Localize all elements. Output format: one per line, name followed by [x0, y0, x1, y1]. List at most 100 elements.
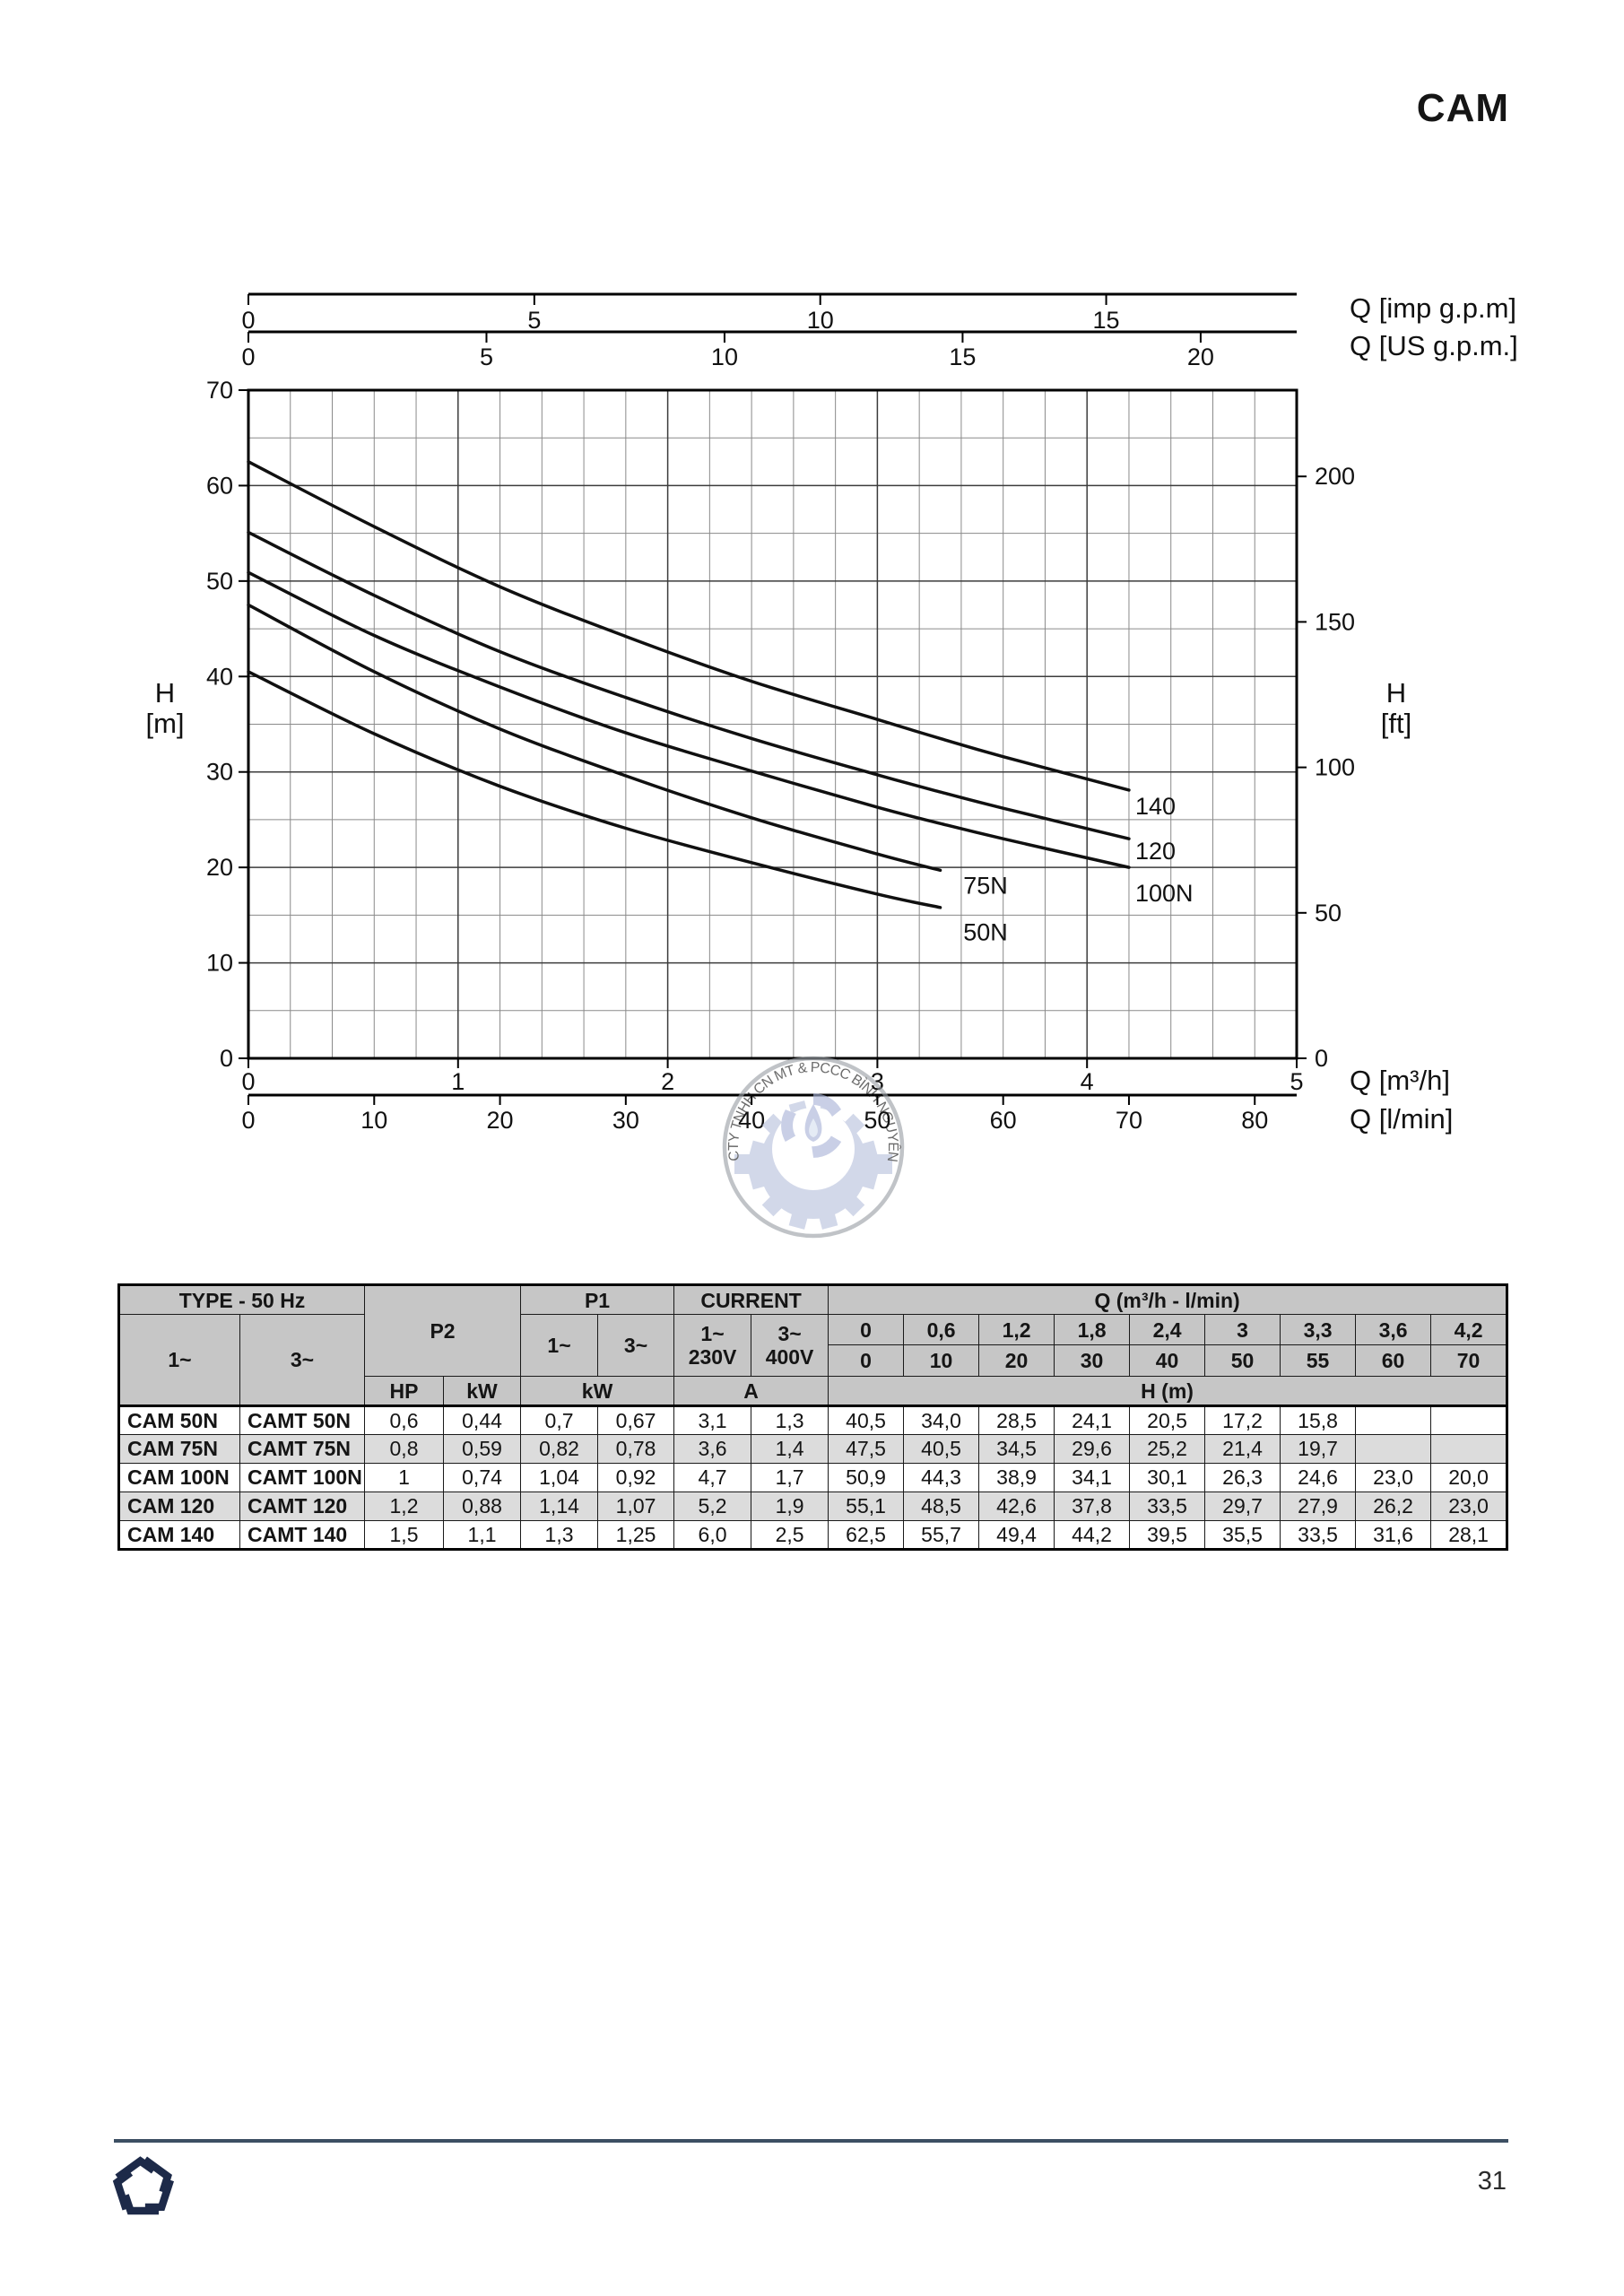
- table-row: CAM 140 CAMT 140 1,5 1,1 1,3 1,25 6,0 2,5 62,5 55…: [118, 1520, 1508, 1550]
- x-lmin-tick-label: 50: [864, 1107, 890, 1134]
- header-current-400v: 400V: [765, 1345, 814, 1369]
- q-m3h-value: 3,6: [1355, 1314, 1432, 1345]
- head-m-cell: 55,7: [903, 1520, 980, 1550]
- page-title: CAM: [1416, 86, 1509, 130]
- head-m-cell: 62,5: [828, 1520, 905, 1550]
- y-m-tick-label: 70: [206, 377, 233, 404]
- x-imp-tick-label: 15: [1093, 307, 1120, 334]
- head-m-axis-label-line1: H: [154, 677, 176, 709]
- head-m-cell: 21,4: [1204, 1434, 1281, 1464]
- head-m-cell: 17,2: [1204, 1405, 1281, 1435]
- p2-hp-cell: 0,8: [364, 1434, 445, 1464]
- model-3ph-cell: CAMT 100N: [239, 1463, 366, 1492]
- table-row: CAM 50N CAMT 50N 0,6 0,44 0,7 0,67 3,1 1,3 40,5 3…: [118, 1405, 1508, 1435]
- p1-3ph-cell: 1,07: [597, 1492, 675, 1521]
- curve-label-50N: 50N: [963, 919, 1008, 946]
- head-m-cell: 44,2: [1054, 1520, 1131, 1550]
- header-a-unit: A: [673, 1376, 829, 1406]
- table-row: CAM 120 CAMT 120 1,2 0,88 1,14 1,07 5,2 1,9 55,1…: [118, 1492, 1508, 1521]
- x-us-tick-label: 0: [241, 344, 255, 370]
- head-m-cell: 44,3: [903, 1463, 980, 1492]
- header-kw-unit: kW: [443, 1376, 522, 1406]
- q-m3h-value: 1,8: [1054, 1314, 1131, 1345]
- x-us-tick-label: 10: [711, 344, 738, 370]
- plot-frame: [247, 388, 1298, 1060]
- watermark-ring: [722, 1056, 905, 1239]
- head-m-cell: 15,8: [1280, 1405, 1357, 1435]
- pump-curve-50N: [247, 670, 942, 909]
- head-m-cell: 23,0: [1430, 1492, 1508, 1521]
- p2-kw-cell: 1,1: [443, 1520, 522, 1550]
- x-lmin-tick-label: 10: [360, 1107, 387, 1134]
- y-ft-tick-label: 100: [1315, 754, 1355, 781]
- current-400v-cell: 2,5: [751, 1520, 829, 1550]
- current-400v-cell: 1,9: [751, 1492, 829, 1521]
- current-400v-cell: 1,4: [751, 1434, 829, 1464]
- head-m-cell: 29,6: [1054, 1434, 1131, 1464]
- head-m-cell: 37,8: [1054, 1492, 1131, 1521]
- p2-hp-cell: 0,6: [364, 1405, 445, 1435]
- x-imp-tick-label: 10: [807, 307, 834, 334]
- y-m-tick-label: 20: [206, 854, 233, 881]
- x-lmin-tick-label: 40: [738, 1107, 765, 1134]
- head-m-cell: 28,1: [1430, 1520, 1508, 1550]
- x-m3h-tick-label: 2: [661, 1068, 674, 1095]
- q-m3h-value: 1,2: [978, 1314, 1055, 1345]
- q-lmin-axis-label: Q [l/min]: [1350, 1103, 1454, 1135]
- header-hm-unit: H (m): [828, 1376, 1508, 1406]
- q-m3h-value: 0: [828, 1314, 905, 1345]
- header-current-1ph: 1~: [700, 1322, 725, 1345]
- pump-curve-140: [247, 460, 1131, 792]
- y-m-tick-label: 10: [206, 950, 233, 977]
- head-m-cell: 30,1: [1129, 1463, 1206, 1492]
- x-m3h-tick-label: 1: [451, 1068, 465, 1095]
- head-m-cell: 19,7: [1280, 1434, 1357, 1464]
- head-m-cell: 42,6: [978, 1492, 1055, 1521]
- p2-kw-cell: 0,88: [443, 1492, 522, 1521]
- head-m-cell: 26,3: [1204, 1463, 1281, 1492]
- curve-label-75N: 75N: [963, 872, 1008, 899]
- head-m-cell: 31,6: [1355, 1520, 1432, 1550]
- head-m-cell: 33,5: [1280, 1520, 1357, 1550]
- p2-hp-cell: 1,5: [364, 1520, 445, 1550]
- model-3ph-cell: CAMT 50N: [239, 1405, 366, 1435]
- header-current-3ph: 3~: [777, 1322, 802, 1345]
- x-lmin-tick-label: 30: [612, 1107, 639, 1134]
- head-m-cell: 34,0: [903, 1405, 980, 1435]
- head-m-cell: 20,5: [1129, 1405, 1206, 1435]
- y-ft-tick-label: 150: [1315, 608, 1355, 635]
- current-230v-cell: 5,2: [673, 1492, 752, 1521]
- header-current-230v: 230V: [688, 1345, 737, 1369]
- head-m-cell: 47,5: [828, 1434, 905, 1464]
- y-ft-tick-label: 50: [1315, 900, 1342, 926]
- q-m3h-value: 2,4: [1129, 1314, 1206, 1345]
- table-row: CAM 100N CAMT 100N 1 0,74 1,04 0,92 4,7 1,7 50,9…: [118, 1463, 1508, 1492]
- header-kw2-unit: kW: [520, 1376, 675, 1406]
- x-lmin-tick-label: 0: [241, 1107, 255, 1134]
- head-m-cell: 33,5: [1129, 1492, 1206, 1521]
- x-m3h-tick-label: 5: [1290, 1068, 1303, 1095]
- head-m-cell: 34,5: [978, 1434, 1055, 1464]
- curve-label-140: 140: [1135, 793, 1176, 820]
- head-m-cell: 48,5: [903, 1492, 980, 1521]
- x-us-tick-label: 15: [949, 344, 976, 370]
- model-1ph-cell: CAM 75N: [118, 1434, 240, 1464]
- current-400v-cell: 1,7: [751, 1463, 829, 1492]
- header-current-3ph-400v: 3~ 400V: [751, 1314, 829, 1377]
- header-current-1ph-230v: 1~ 230V: [673, 1314, 752, 1377]
- q-m3h-value: 3,3: [1280, 1314, 1357, 1345]
- model-3ph-cell: CAMT 120: [239, 1492, 366, 1521]
- pump-curve-120: [247, 530, 1131, 840]
- curve-label-120: 120: [1135, 838, 1176, 865]
- brand-pentagon-logo-icon: [112, 2156, 174, 2215]
- head-m-cell: 34,1: [1054, 1463, 1131, 1492]
- y-ft-tick-label: 0: [1315, 1045, 1328, 1072]
- header-p1-3ph: 3~: [597, 1314, 675, 1377]
- y-m-tick-label: 60: [206, 472, 233, 499]
- head-m-cell: 27,9: [1280, 1492, 1357, 1521]
- p2-hp-cell: 1,2: [364, 1492, 445, 1521]
- p1-3ph-cell: 0,92: [597, 1463, 675, 1492]
- head-m-cell: 39,5: [1129, 1520, 1206, 1550]
- y-m-tick-label: 0: [220, 1045, 233, 1072]
- model-1ph-cell: CAM 120: [118, 1492, 240, 1521]
